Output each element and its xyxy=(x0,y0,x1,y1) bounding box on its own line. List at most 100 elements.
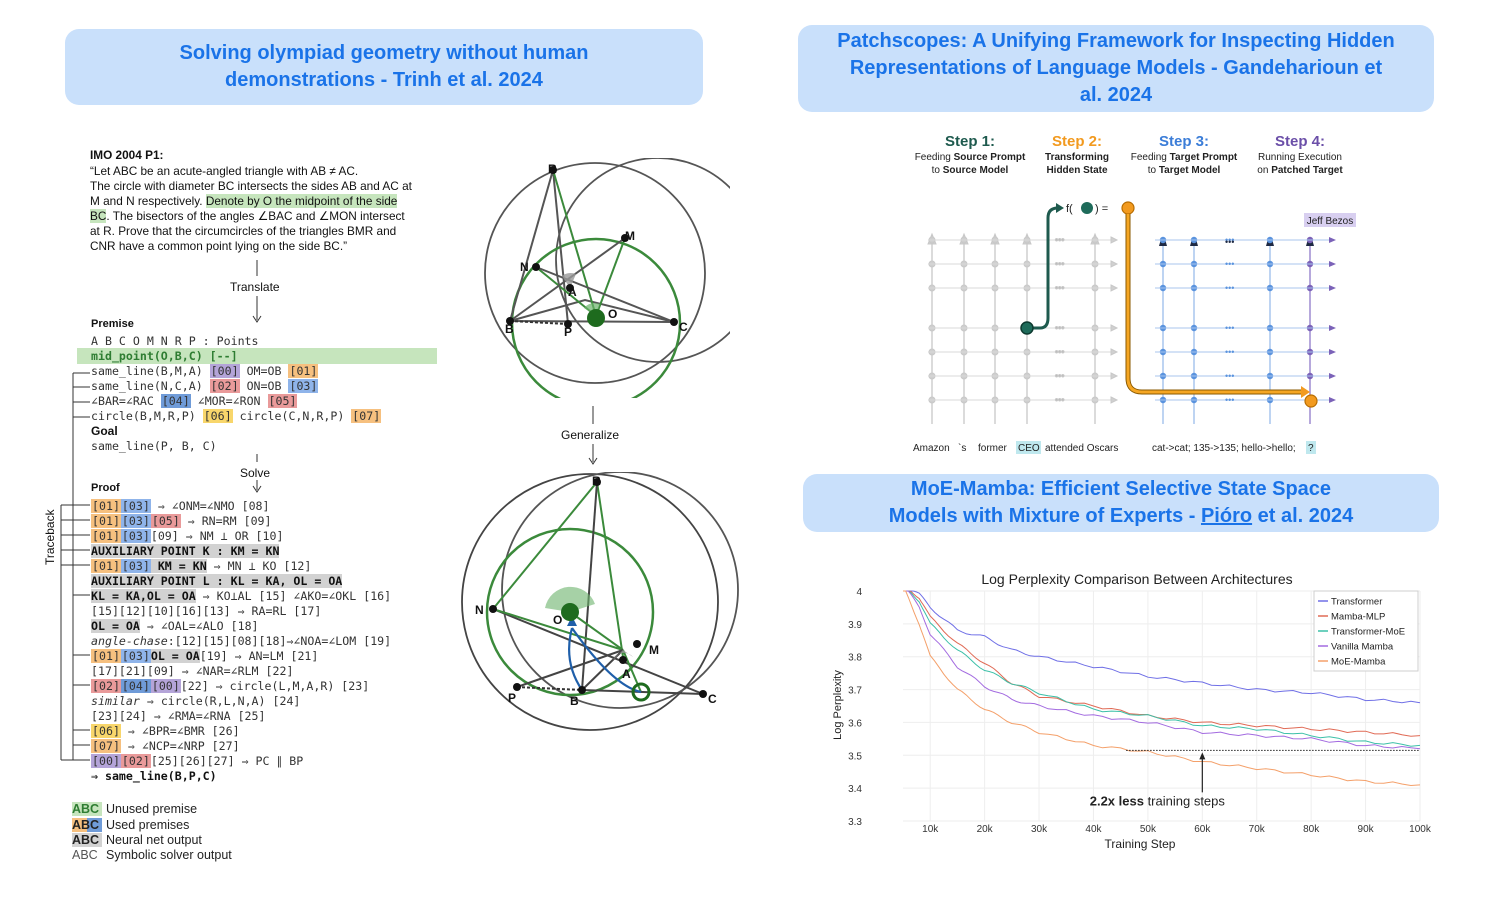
proof-row: [15][12][10][16][13] ⇒ RA=RL [17] xyxy=(91,604,322,618)
step-3-title: Step 3: xyxy=(1159,133,1209,150)
legend-label: Mamba-MLP xyxy=(1331,612,1385,623)
y-tick-label: 3.6 xyxy=(848,718,862,729)
ellipsis-dots: ••• xyxy=(1055,259,1064,269)
generalize-arrow xyxy=(588,406,598,465)
problem-statement: IMO 2004 P1: “Let ABC be an acute-angled… xyxy=(90,148,412,254)
geometry-figure-top: R M N A B P O C xyxy=(484,158,730,398)
legend-item: ABC Symbolic solver output xyxy=(72,848,232,862)
step-2-line1: Transforming xyxy=(1045,152,1109,163)
proof-row: [02] [04] [00][22] ⇒ circle(L,M,A,R) [23] xyxy=(91,679,370,693)
proof-row: [01] [03]OL = OA[19] ⇒ AN=LM [21] xyxy=(91,649,319,663)
source-token: Amazon xyxy=(913,443,950,454)
title-geometry-paper: Solving olympiad geometry without human d… xyxy=(65,29,703,105)
goal-expression: same_line(P, B, C) xyxy=(91,439,217,453)
legend-label: Vanilla Mamba xyxy=(1331,642,1394,653)
ellipsis-dots: ••• xyxy=(1225,283,1234,293)
premise-heading: Premise xyxy=(91,318,134,330)
ellipsis-dots: ••• xyxy=(1055,323,1064,333)
title-line: demonstrations - Trinh et al. 2024 xyxy=(225,69,543,91)
point-label: A xyxy=(568,285,577,299)
y-tick-label: 3.9 xyxy=(848,620,862,631)
title-author-link: Pióro xyxy=(1200,505,1253,527)
title-line: Models with Mixture of Experts - xyxy=(888,505,1201,527)
traceback-label: Traceback xyxy=(43,509,57,565)
problem-line: “Let ABC be an acute-angled triangle wit… xyxy=(90,164,359,178)
source-token: `s xyxy=(958,442,966,454)
proof-row: OL = OA ⇒ ∠OAL=∠ALO [18] xyxy=(91,619,259,633)
problem-line: M and N respectively. xyxy=(90,194,203,208)
premise-row: ∠BAR=∠RAC [04] ∠MOR=∠RON [05] xyxy=(91,394,298,408)
x-tick-label: 70k xyxy=(1249,824,1266,835)
x-tick-label: 50k xyxy=(1140,824,1157,835)
x-tick-label: 100k xyxy=(1409,824,1432,835)
ellipsis-dots: ••• xyxy=(1225,371,1234,381)
x-tick-label: 10k xyxy=(922,824,939,835)
translate-arrow xyxy=(252,260,262,323)
x-tick-label: 90k xyxy=(1358,824,1375,835)
ellipsis-dots: ••• xyxy=(1225,237,1234,247)
step-1-title: Step 1: xyxy=(945,133,995,150)
source-grid-arrowhead xyxy=(1110,348,1119,356)
source-grid-arrowhead xyxy=(1110,260,1119,268)
point-label: B xyxy=(570,694,579,708)
y-tick-label: 3.7 xyxy=(848,686,862,697)
y-tick-label: 3.4 xyxy=(848,784,862,795)
proof-row: angle-chase:[12][15][08][18]⇒∠NOA=∠LOM [… xyxy=(91,634,392,648)
point-label: C xyxy=(679,320,688,334)
legend-label: MoE-Mamba xyxy=(1331,657,1386,668)
x-tick-label: 40k xyxy=(1085,824,1102,835)
ellipsis-dots: ••• xyxy=(1225,235,1234,245)
title-patchscopes-paper: Patchscopes: A Unifying Framework for In… xyxy=(798,25,1434,112)
y-tick-label: 3.5 xyxy=(848,751,862,762)
point-label: R xyxy=(592,474,601,488)
premise-row: circle(B,M,R,P) [06] circle(C,N,R,P) [07… xyxy=(91,409,382,423)
title-moe-mamba-paper: MoE-Mamba: Efficient Selective State Spa… xyxy=(803,474,1439,532)
source-grid-arrowhead xyxy=(1110,396,1119,404)
problem-highlight: BC xyxy=(90,209,107,223)
ellipsis-dots: ••• xyxy=(1225,347,1234,357)
point-label: N xyxy=(520,260,529,274)
points-line: A B C O M N R P : Points xyxy=(91,334,259,348)
ellipsis-dots: ••• xyxy=(1225,395,1234,405)
y-axis-label: Log Perplexity xyxy=(832,670,844,740)
x-tick-label: 20k xyxy=(977,824,994,835)
title-line: al. 2024 xyxy=(1079,84,1153,106)
step-4-line1: Running Execution xyxy=(1258,152,1342,163)
title-line: Patchscopes: A Unifying Framework for In… xyxy=(837,30,1395,52)
annotation-text: 2.2x less training steps xyxy=(1090,793,1226,808)
proof-row: similar ⇒ circle(R,L,N,A) [24] xyxy=(91,694,301,708)
goal-heading: Goal xyxy=(91,424,118,438)
step-4-title: Step 4: xyxy=(1275,133,1325,150)
title-line: et al. 2024 xyxy=(1252,505,1354,527)
ellipsis-dots: ••• xyxy=(1055,395,1064,405)
series-line-vanilla-mamba xyxy=(903,590,1421,750)
target-grid-arrowhead xyxy=(1329,373,1336,379)
mid-point-line: mid_point(O,B,C) [--] xyxy=(91,349,238,363)
proof-row: [01] [03] KM = KN ⇒ MN ⊥ KO [12] xyxy=(91,559,312,573)
legend-item: ABC Neural net output xyxy=(72,833,202,847)
legend-label: Transformer xyxy=(1331,597,1382,608)
proof-heading: Proof xyxy=(91,482,120,494)
answer-label: Jeff Bezos xyxy=(1307,216,1354,227)
generalize-label: Generalize xyxy=(561,428,620,442)
function-equals: ) = xyxy=(1095,203,1108,215)
source-token: attended Oscars xyxy=(1045,443,1118,454)
chart-title: Log Perplexity Comparison Between Archit… xyxy=(981,571,1292,587)
y-tick-label: 3.3 xyxy=(848,817,862,828)
patchscopes-figure: Step 1: Feeding Source Prompt to Source … xyxy=(913,133,1356,454)
title-line: MoE-Mamba: Efficient Selective State Spa… xyxy=(910,478,1332,500)
solve-label: Solve xyxy=(240,466,271,480)
ellipsis-dots: ••• xyxy=(1055,347,1064,357)
problem-title: IMO 2004 P1: xyxy=(90,148,164,162)
proof-row: [01] [03][09] ⇒ NM ⊥ OR [10] xyxy=(91,529,284,543)
premise-row: same_line(N,C,A) [02] ON=OB [03] xyxy=(91,379,319,393)
mid-point-highlight xyxy=(77,348,437,364)
legend-label: Transformer-MoE xyxy=(1331,627,1405,638)
point-label: O xyxy=(553,613,562,627)
proof-row: KL = KA,OL = OA ⇒ KO⊥AL [15] ∠AKO=∠OKL [… xyxy=(91,589,392,603)
proof-row: [01] [03] [05] ⇒ RN=RM [09] xyxy=(91,514,272,528)
x-tick-label: 60k xyxy=(1194,824,1211,835)
ellipsis-dots: ••• xyxy=(1055,235,1064,245)
translate-label: Translate xyxy=(230,280,280,294)
problem-highlight: Denote by O the midpoint of the side xyxy=(205,194,398,208)
